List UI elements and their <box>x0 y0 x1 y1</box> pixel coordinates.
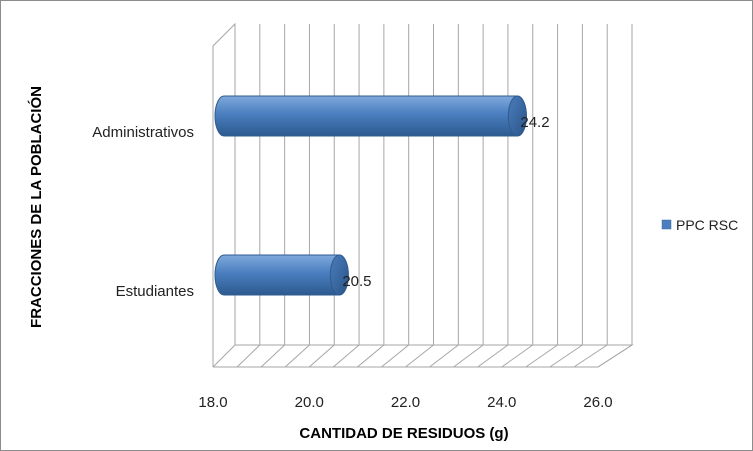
legend: PPC RSC <box>661 217 738 233</box>
x-tick-label: 18.0 <box>198 394 227 411</box>
legend-swatch <box>661 219 672 230</box>
floor-gridline <box>332 344 360 368</box>
x-tick-label: 22.0 <box>391 394 420 411</box>
floor <box>213 344 634 368</box>
floor-gridline <box>236 344 261 368</box>
floor-gridline <box>501 344 534 368</box>
data-label: 20.5 <box>342 273 371 290</box>
left-wall <box>212 22 236 367</box>
floor-gridline <box>284 344 310 368</box>
bars: 24.2 20.5 <box>214 95 550 296</box>
x-tick-labels: 18.0 20.0 22.0 24.0 26.0 <box>198 394 612 411</box>
floor-gridline <box>357 344 385 368</box>
x-tick-label: 26.0 <box>583 394 612 411</box>
floor-gridline <box>308 344 335 368</box>
floor-gridline <box>477 344 509 368</box>
floor-gridline <box>597 344 633 368</box>
plot-walls <box>212 22 634 368</box>
floor-gridline <box>405 344 434 368</box>
floor-gridline <box>429 344 459 368</box>
floor-gridline <box>453 344 484 368</box>
floor-gridline <box>549 344 583 368</box>
bar-end-cap <box>329 254 349 296</box>
data-label: 24.2 <box>520 114 549 131</box>
legend-entry: PPC RSC <box>676 217 738 233</box>
x-tick-label: 24.0 <box>487 394 516 411</box>
floor-gridline <box>381 344 410 368</box>
y-axis-title: FRACCIONES DE LA POBLACIÓN <box>27 86 45 328</box>
x-axis-title: CANTIDAD DE RESIDUOS (g) <box>299 425 508 442</box>
floor-gridline <box>260 344 285 368</box>
category-label: Administrativos <box>92 124 194 141</box>
floor-gridline <box>573 344 608 368</box>
category-labels: Administrativos Estudiantes <box>92 124 194 300</box>
x-tick-label: 20.0 <box>295 394 324 411</box>
bar <box>214 95 527 137</box>
floor-gridline <box>212 344 236 368</box>
bar <box>214 254 349 296</box>
gridlines <box>212 24 633 368</box>
floor-gridline <box>525 344 558 368</box>
bar-end-cap <box>507 95 527 137</box>
category-label: Estudiantes <box>116 283 194 300</box>
